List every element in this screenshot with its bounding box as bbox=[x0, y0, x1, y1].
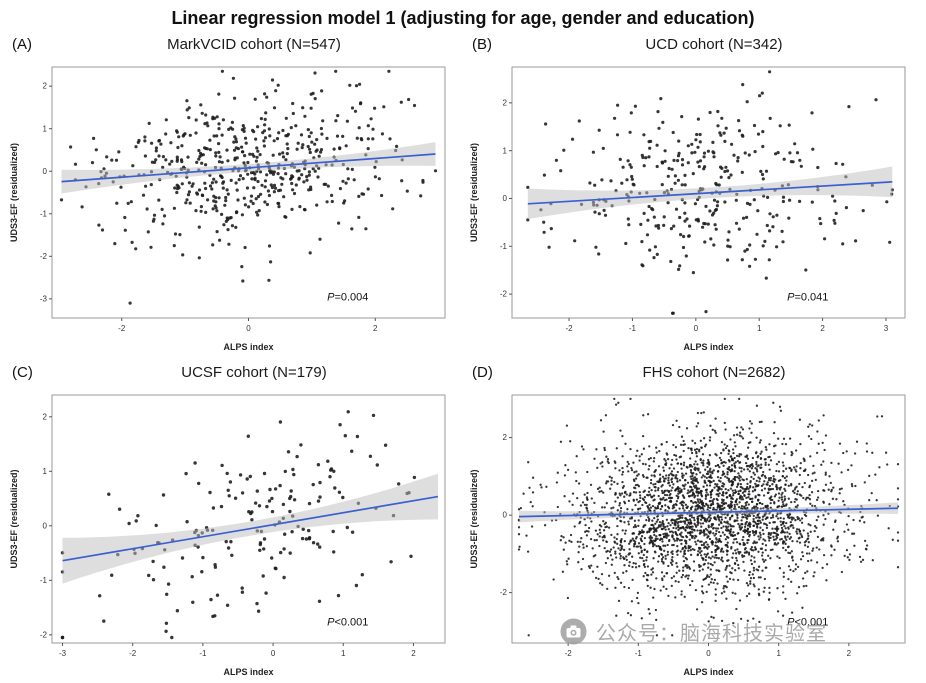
svg-text:-2: -2 bbox=[500, 588, 508, 597]
panel-d: (D) FHS cohort (N=2682) -2 -1 0 1 2 -2 0 2 ALPS … bbox=[466, 362, 918, 680]
panel-d-chart: -2 -1 0 1 2 -2 0 2 ALPS index UDS3-EF (residualiz… bbox=[469, 394, 906, 677]
svg-text:-1: -1 bbox=[40, 576, 48, 585]
svg-text:2: 2 bbox=[820, 324, 825, 333]
svg-text:3: 3 bbox=[884, 324, 889, 333]
svg-text:-3: -3 bbox=[40, 294, 48, 303]
svg-text:-2: -2 bbox=[129, 649, 137, 658]
svg-text:0: 0 bbox=[246, 324, 251, 333]
svg-text:UDS3-EF (residualized): UDS3-EF (residualized) bbox=[9, 469, 19, 568]
svg-text:P<0.001: P<0.001 bbox=[327, 617, 368, 629]
svg-text:UDS3-EF (residualized): UDS3-EF (residualized) bbox=[469, 143, 479, 242]
svg-text:ALPS index: ALPS index bbox=[223, 667, 273, 677]
svg-text:2: 2 bbox=[43, 82, 48, 91]
panel-a-header: (A) MarkVCID cohort (N=547) bbox=[6, 34, 458, 60]
svg-text:-2: -2 bbox=[40, 252, 48, 261]
svg-text:0: 0 bbox=[43, 167, 48, 176]
svg-text:P=0.041: P=0.041 bbox=[787, 291, 828, 303]
panel-d-letter: (D) bbox=[472, 364, 493, 381]
svg-text:ALPS index: ALPS index bbox=[683, 667, 733, 677]
panel-a-title: MarkVCID cohort (N=547) bbox=[167, 36, 341, 53]
svg-text:0: 0 bbox=[503, 511, 508, 520]
svg-text:0: 0 bbox=[694, 324, 699, 333]
svg-text:-1: -1 bbox=[199, 649, 207, 658]
svg-text:1: 1 bbox=[341, 649, 346, 658]
svg-text:2: 2 bbox=[847, 649, 852, 658]
svg-text:0: 0 bbox=[43, 521, 48, 530]
panel-a: (A) MarkVCID cohort (N=547) -2 0 2 -3 -2 -1 0 1… bbox=[6, 34, 458, 355]
panel-a-chart: -2 0 2 -3 -2 -1 0 1 2 ALPS index UDS3-EF (residual… bbox=[9, 66, 446, 352]
figure-title: Linear regression model 1 (adjusting for… bbox=[171, 8, 755, 28]
svg-text:-1: -1 bbox=[40, 209, 48, 218]
svg-text:-2: -2 bbox=[40, 630, 48, 639]
panel-c-header: (C) UCSF cohort (N=179) bbox=[6, 362, 458, 388]
panel-b-letter: (B) bbox=[472, 36, 492, 53]
panel-d-header: (D) FHS cohort (N=2682) bbox=[466, 362, 918, 388]
svg-text:1: 1 bbox=[503, 146, 508, 155]
panel-c-chart: -3 -2 -1 0 1 2 -2 -1 0 1 2 ALPS index UDS3-EF (resid… bbox=[9, 394, 446, 677]
svg-text:-1: -1 bbox=[635, 649, 643, 658]
panel-b-chart: -2 -1 0 1 2 3 -2 -1 0 1 2 ALPS index UDS3-EF (residu… bbox=[469, 66, 906, 352]
svg-text:UDS3-EF (residualized): UDS3-EF (residualized) bbox=[469, 469, 479, 568]
svg-text:1: 1 bbox=[43, 467, 48, 476]
svg-text:2: 2 bbox=[373, 324, 378, 333]
panel-b: (B) UCD cohort (N=342) -2 -1 0 1 2 3 -2 -1 0 1 2 AL… bbox=[466, 34, 918, 355]
panel-a-letter: (A) bbox=[12, 36, 32, 53]
svg-text:0: 0 bbox=[503, 194, 508, 203]
panel-b-title: UCD cohort (N=342) bbox=[645, 36, 783, 53]
svg-text:0: 0 bbox=[706, 649, 711, 658]
svg-text:UDS3-EF (residualized): UDS3-EF (residualized) bbox=[9, 143, 19, 242]
panel-c-title: UCSF cohort (N=179) bbox=[181, 364, 327, 381]
svg-text:0: 0 bbox=[271, 649, 276, 658]
panel-d-title: FHS cohort (N=2682) bbox=[642, 364, 786, 381]
svg-text:2: 2 bbox=[503, 433, 508, 442]
svg-text:-2: -2 bbox=[118, 324, 126, 333]
svg-text:-1: -1 bbox=[629, 324, 637, 333]
panel-b-header: (B) UCD cohort (N=342) bbox=[466, 34, 918, 60]
svg-text:1: 1 bbox=[757, 324, 762, 333]
svg-text:-2: -2 bbox=[565, 324, 573, 333]
svg-text:-2: -2 bbox=[565, 649, 573, 658]
svg-text:ALPS index: ALPS index bbox=[223, 342, 273, 352]
svg-text:2: 2 bbox=[503, 98, 508, 107]
svg-text:-2: -2 bbox=[500, 290, 508, 299]
svg-text:ALPS index: ALPS index bbox=[683, 342, 733, 352]
svg-text:1: 1 bbox=[776, 649, 781, 658]
svg-text:2: 2 bbox=[43, 412, 48, 421]
svg-text:P<0.001: P<0.001 bbox=[787, 617, 828, 629]
svg-text:-1: -1 bbox=[500, 242, 508, 251]
svg-text:2: 2 bbox=[411, 649, 416, 658]
svg-text:P=0.004: P=0.004 bbox=[327, 291, 368, 303]
panel-c-letter: (C) bbox=[12, 364, 33, 381]
panel-c: (C) UCSF cohort (N=179) -3 -2 -1 0 1 2 -2 -1 0 1 2… bbox=[6, 362, 458, 680]
svg-text:-3: -3 bbox=[59, 649, 67, 658]
svg-text:1: 1 bbox=[43, 124, 48, 133]
